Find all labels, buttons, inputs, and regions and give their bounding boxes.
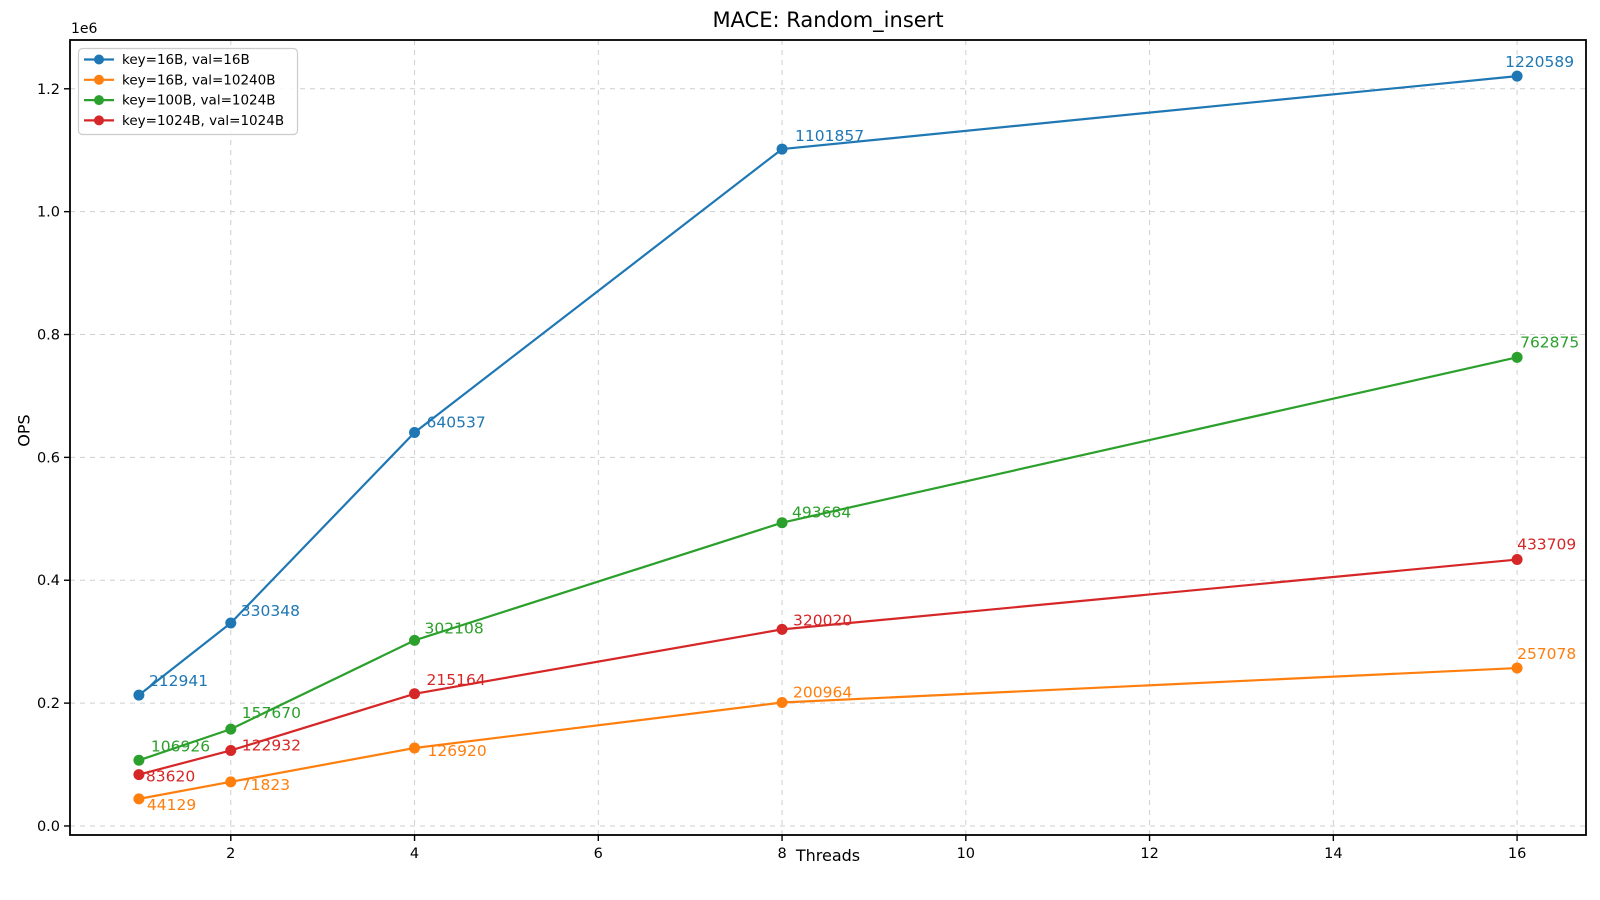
data-point-label: 762875 <box>1520 333 1579 351</box>
y-tick-label: 0.4 <box>37 573 60 589</box>
data-point-marker <box>409 742 421 754</box>
data-point-label: 106926 <box>151 737 210 755</box>
gridlines <box>70 40 1586 835</box>
legend-item-3: key=1024B, val=1024B <box>84 113 284 129</box>
data-point-label: 122932 <box>242 736 301 754</box>
legend-item-label: key=16B, val=16B <box>122 52 250 68</box>
legend-marker-icon <box>94 115 104 126</box>
legend-item-label: key=16B, val=10240B <box>122 72 276 88</box>
data-point-label: 83620 <box>146 768 195 786</box>
y-tick-label: 0.6 <box>37 450 60 466</box>
series-line <box>138 75 1518 697</box>
data-point-label: 212941 <box>149 672 208 690</box>
y-tick-label: 0.0 <box>37 819 60 835</box>
data-point-marker <box>1511 70 1523 82</box>
x-tick-label: 2 <box>226 846 235 862</box>
legend: key=16B, val=16B key=16B, val=10240B key=1… <box>77 47 299 136</box>
data-point-label: 215164 <box>427 671 486 689</box>
data-point-label: 493684 <box>792 504 851 522</box>
series-1: 44129 71823 126920 200964 257078 <box>133 645 1576 814</box>
data-point-marker <box>133 689 145 701</box>
data-point-label: 200964 <box>793 684 852 702</box>
data-point-label: 330348 <box>241 602 300 620</box>
data-point-marker <box>225 776 237 788</box>
data-point-label: 320020 <box>793 611 852 629</box>
x-tick-label: 14 <box>1324 846 1342 862</box>
legend-box <box>77 47 299 136</box>
data-point-label: 1101857 <box>795 127 864 145</box>
chart-title: MACE: Random_insert <box>712 8 944 32</box>
data-point-label: 157670 <box>242 704 301 722</box>
x-tick-label: 16 <box>1508 846 1526 862</box>
data-point-marker <box>409 634 421 646</box>
x-tick-label: 12 <box>1140 846 1158 862</box>
data-point-marker <box>409 688 421 700</box>
y-tick-label: 0.2 <box>37 696 60 712</box>
legend-marker-icon <box>94 95 104 106</box>
data-point-marker <box>776 623 788 635</box>
data-point-marker <box>776 697 788 709</box>
legend-item-0: key=16B, val=16B <box>84 52 250 68</box>
y-tick-label: 1.2 <box>37 82 60 98</box>
data-point-label: 433709 <box>1517 536 1576 554</box>
data-point-marker <box>133 769 145 781</box>
legend-marker-icon <box>94 74 104 85</box>
data-point-label: 1220589 <box>1505 53 1574 71</box>
data-point-marker <box>133 754 145 766</box>
legend-marker-icon <box>94 54 104 65</box>
x-tick-label: 10 <box>957 846 975 862</box>
data-point-label: 126920 <box>428 742 487 760</box>
axis-ticks <box>64 88 1518 841</box>
data-point-marker <box>225 744 237 756</box>
data-point-marker <box>1511 554 1523 566</box>
axes-frame <box>69 39 1587 836</box>
legend-item-label: key=100B, val=1024B <box>122 93 276 109</box>
x-axis-label: Threads <box>795 846 861 865</box>
x-tick-label: 4 <box>410 846 419 862</box>
data-point-marker <box>225 617 237 629</box>
y-tick-label: 1.0 <box>37 205 60 221</box>
data-point-marker <box>1511 351 1523 363</box>
series-line <box>138 558 1518 776</box>
series-3: 83620 122932 215164 320020 433709 <box>133 536 1576 786</box>
data-point-label: 71823 <box>241 776 290 794</box>
data-point-marker <box>133 793 145 805</box>
data-point-marker <box>409 426 421 438</box>
data-point-marker <box>776 143 788 155</box>
data-point-marker <box>1511 662 1523 674</box>
x-tick-label: 6 <box>594 846 603 862</box>
legend-item-label: key=1024B, val=1024B <box>122 113 284 129</box>
y-axis-offset-label: 1e6 <box>71 21 98 37</box>
y-axis-label: OPS <box>14 414 34 447</box>
y-tick-label: 0.8 <box>37 328 60 344</box>
data-point-label: 257078 <box>1517 645 1576 663</box>
legend-item-1: key=16B, val=10240B <box>84 72 276 88</box>
x-tick-label: 8 <box>777 846 786 862</box>
data-point-marker <box>776 517 788 529</box>
series-2: 106926 157670 302108 493684 762875 <box>133 333 1579 766</box>
data-point-marker <box>225 723 237 735</box>
data-point-label: 44129 <box>147 796 196 814</box>
data-point-label: 640537 <box>427 413 486 431</box>
series-0: 212941 330348 640537 1101857 1220589 <box>133 53 1574 701</box>
data-point-label: 302108 <box>425 619 484 637</box>
legend-item-2: key=100B, val=1024B <box>84 93 276 109</box>
